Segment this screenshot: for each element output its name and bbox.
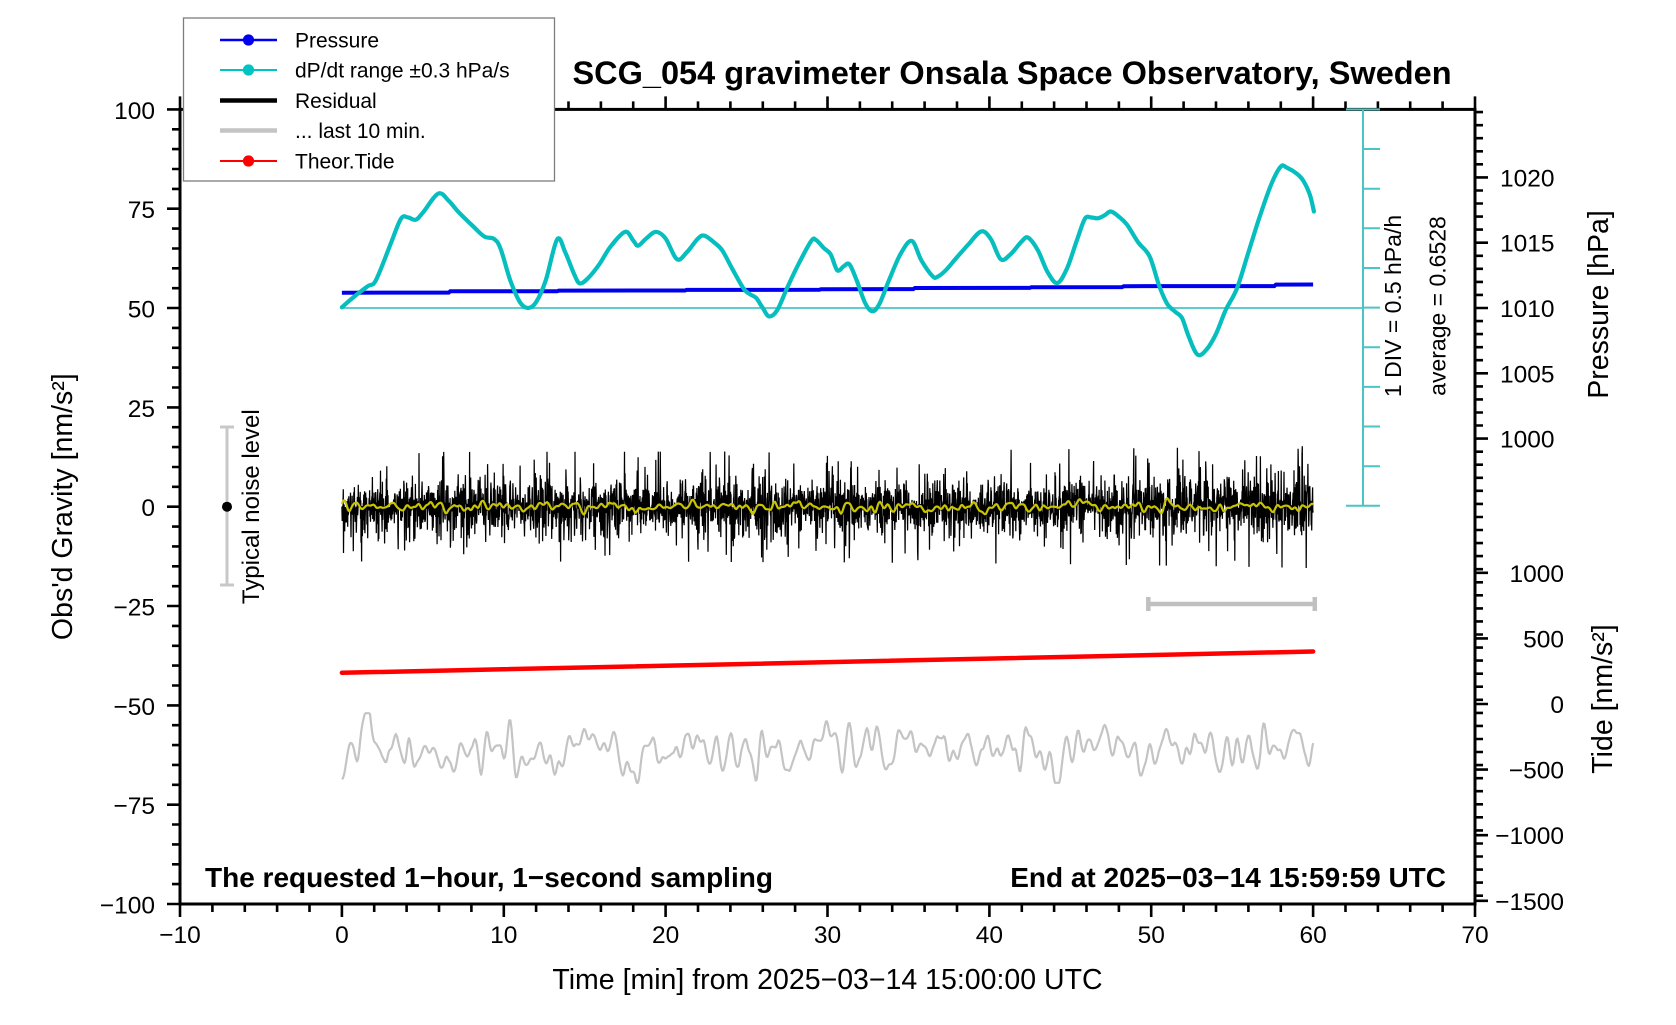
svg-text:0: 0 [335, 922, 349, 949]
svg-text:25: 25 [128, 396, 155, 423]
svg-text:Pressure [hPa]: Pressure [hPa] [1583, 210, 1615, 399]
svg-text:Tide [nm/s²]: Tide [nm/s²] [1587, 624, 1619, 773]
svg-text:Typical noise level: Typical noise level [238, 409, 265, 604]
svg-text:Pressure: Pressure [295, 30, 379, 53]
svg-text:−75: −75 [113, 793, 155, 820]
svg-text:1 DIV = 0.5 hPa/h: 1 DIV = 0.5 hPa/h [1380, 215, 1406, 397]
svg-text:1010: 1010 [1500, 296, 1555, 323]
svg-text:60: 60 [1299, 922, 1326, 949]
svg-text:1000: 1000 [1500, 427, 1555, 454]
svg-text:0: 0 [141, 495, 155, 522]
svg-text:40: 40 [976, 922, 1003, 949]
svg-text:−10: −10 [159, 922, 201, 949]
svg-text:SCG_054 gravimeter Onsala Spac: SCG_054 gravimeter Onsala Space Observat… [572, 55, 1451, 91]
svg-text:−1500: −1500 [1495, 889, 1564, 916]
svg-text:70: 70 [1461, 922, 1488, 949]
svg-text:Obs'd Gravity [nm/s²]: Obs'd Gravity [nm/s²] [47, 373, 79, 640]
svg-text:−1000: −1000 [1495, 823, 1564, 850]
svg-text:20: 20 [652, 922, 679, 949]
svg-text:1000: 1000 [1509, 561, 1564, 588]
svg-text:Theor.Tide: Theor.Tide [295, 151, 395, 174]
svg-text:End at 2025−03−14 15:59:59 UTC: End at 2025−03−14 15:59:59 UTC [1010, 862, 1446, 893]
svg-text:Time [min] from 2025−03−14 15:: Time [min] from 2025−03−14 15:00:00 UTC [552, 964, 1102, 996]
svg-text:0: 0 [1550, 692, 1564, 719]
svg-text:50: 50 [1138, 922, 1165, 949]
svg-text:10: 10 [490, 922, 517, 949]
svg-text:−50: −50 [113, 694, 155, 721]
svg-text:The requested 1−hour, 1−second: The requested 1−hour, 1−second sampling [205, 862, 773, 893]
svg-text:500: 500 [1523, 626, 1564, 653]
svg-text:1015: 1015 [1500, 231, 1555, 258]
svg-text:1005: 1005 [1500, 361, 1555, 388]
svg-text:−500: −500 [1509, 758, 1564, 785]
svg-text:75: 75 [128, 197, 155, 224]
svg-text:average = 0.6528: average = 0.6528 [1425, 216, 1451, 396]
svg-text:Residual: Residual [295, 90, 377, 113]
svg-text:−100: −100 [100, 893, 155, 920]
svg-text:30: 30 [814, 922, 841, 949]
svg-text:50: 50 [128, 297, 155, 324]
svg-text:dP/dt range ±0.3 hPa/s: dP/dt range ±0.3 hPa/s [295, 60, 510, 83]
svg-text:100: 100 [114, 98, 155, 125]
svg-text:−25: −25 [113, 595, 155, 622]
svg-text:... last 10 min.: ... last 10 min. [295, 120, 426, 143]
svg-text:1020: 1020 [1500, 165, 1555, 192]
